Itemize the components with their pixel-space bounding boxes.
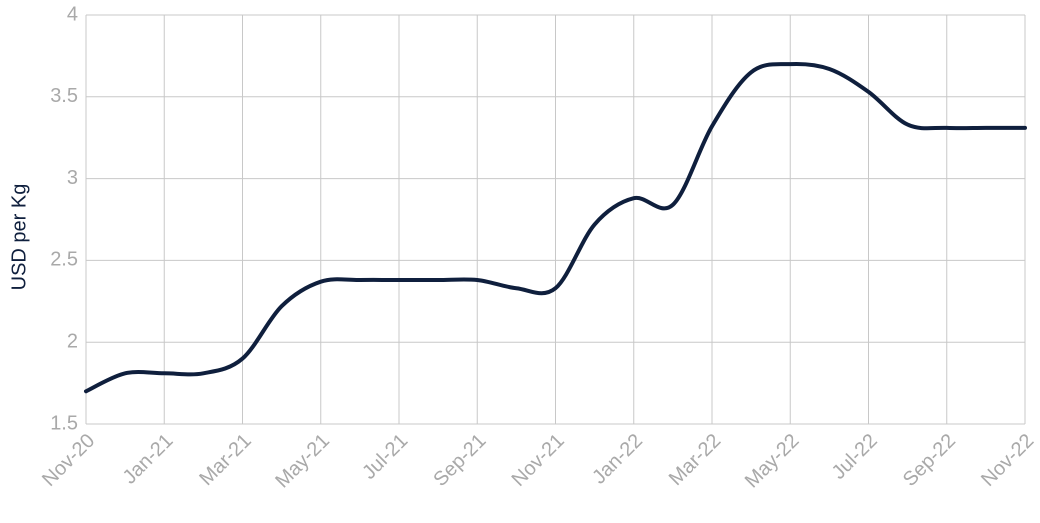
x-tick-label: Sep-21 — [429, 430, 490, 491]
y-tick-label: 1.5 — [50, 412, 78, 434]
x-tick-label: Mar-22 — [665, 430, 725, 490]
x-tick-label: May-22 — [741, 430, 804, 493]
y-tick-label: 3.5 — [50, 85, 78, 107]
x-tick-label: Jan-21 — [119, 430, 178, 489]
x-tick-label: Nov-20 — [38, 430, 99, 491]
x-tick-label: Jul-21 — [358, 430, 412, 484]
y-tick-label: 2 — [67, 330, 78, 352]
x-tick-label: May-21 — [271, 430, 334, 493]
y-tick-label: 2.5 — [50, 249, 78, 271]
x-tick-label: Mar-21 — [195, 430, 255, 490]
x-tick-label: Jul-22 — [828, 430, 882, 484]
y-tick-label: 4 — [67, 3, 78, 25]
x-tick-label: Sep-22 — [899, 430, 960, 491]
y-axis-title: USD per Kg — [8, 184, 30, 291]
line — [84, 61, 1027, 394]
y-tick-label: 3 — [67, 167, 78, 189]
x-tick-label: Jan-22 — [588, 430, 647, 489]
x-tick-label: Nov-21 — [508, 430, 569, 491]
x-tick-label: Nov-22 — [977, 430, 1038, 491]
